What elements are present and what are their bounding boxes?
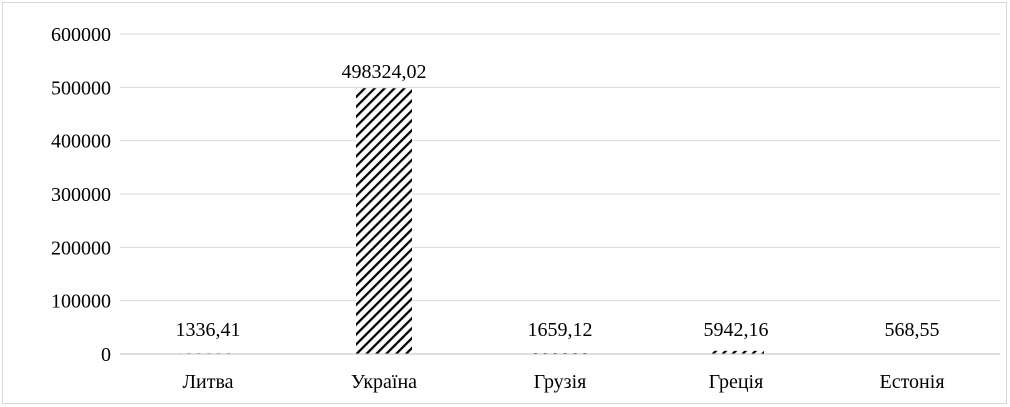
data-label: 498324,02 bbox=[342, 61, 427, 83]
y-tick-label: 600000 bbox=[51, 24, 111, 46]
data-label: 5942,16 bbox=[704, 319, 769, 341]
category-label: Грузія bbox=[534, 371, 587, 393]
y-axis-tick-labels: 0 100000 200000 300000 400000 500000 600000 bbox=[51, 24, 111, 366]
category-label: Україна bbox=[351, 371, 417, 393]
gridlines bbox=[120, 33, 1000, 302]
y-tick-label: 300000 bbox=[51, 184, 111, 206]
category-label: Греція bbox=[709, 371, 764, 393]
data-label: 568,55 bbox=[885, 319, 940, 341]
bar-4 bbox=[708, 350, 764, 354]
data-labels: 1336,41 498324,02 1659,12 5942,16 568,55 bbox=[176, 61, 940, 341]
data-label: 1659,12 bbox=[528, 319, 593, 341]
y-tick-label: 200000 bbox=[51, 237, 111, 259]
y-tick-label: 100000 bbox=[51, 291, 111, 313]
category-label: Литва bbox=[182, 371, 233, 393]
bar-chart: 0 100000 200000 300000 400000 500000 600000 13… bbox=[51, 24, 1000, 393]
y-tick-label: 0 bbox=[101, 344, 111, 366]
bars bbox=[180, 88, 940, 355]
bar-2 bbox=[356, 88, 412, 355]
data-label: 1336,41 bbox=[176, 319, 241, 341]
x-axis-category-labels: Литва Україна Грузія Греція Естонія bbox=[182, 371, 944, 393]
y-tick-label: 400000 bbox=[51, 131, 111, 153]
y-tick-label: 500000 bbox=[51, 77, 111, 99]
category-label: Естонія bbox=[879, 371, 944, 393]
